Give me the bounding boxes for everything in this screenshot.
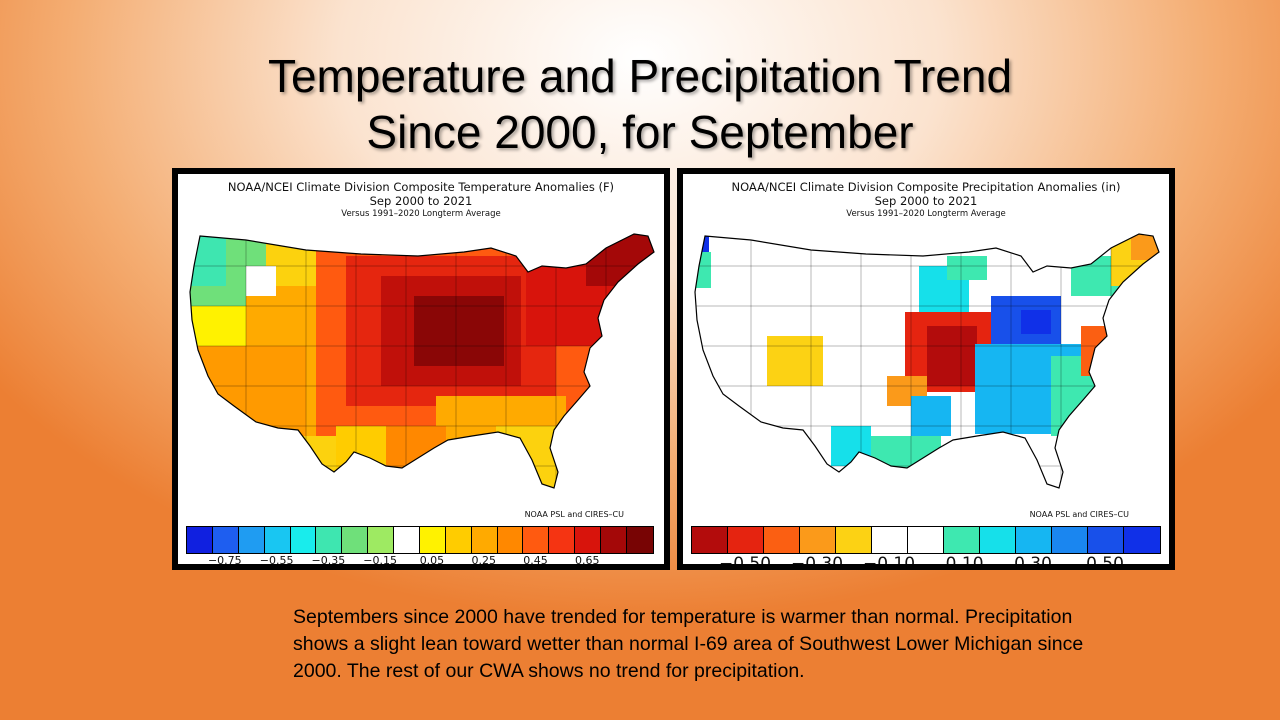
precipitation-colorbar-swatch — [1124, 527, 1160, 553]
temperature-colorbar-tick-label: −0.15 — [363, 554, 398, 566]
precipitation-anomaly-map — [694, 233, 1160, 489]
precipitation-map-baseline: Versus 1991–2020 Longterm Average — [846, 209, 1006, 219]
temperature-map-figure: NOAA/NCEI Climate Division Composite Tem… — [176, 172, 666, 566]
temperature-colorbar-tick-label: −0.75 — [207, 554, 242, 566]
temperature-colorbar-swatch — [575, 527, 601, 553]
temperature-colorbar-swatch — [601, 527, 627, 553]
slide-caption: Septembers since 2000 have trended for t… — [293, 606, 1084, 682]
precipitation-colorbar-tick-label: −0.10 — [862, 554, 916, 566]
temperature-colorbar-swatch — [187, 527, 213, 553]
precipitation-colorbar-swatch — [908, 527, 944, 553]
temperature-colorbar-swatch — [316, 527, 343, 553]
temperature-colorbar-swatch — [523, 527, 550, 553]
precipitation-colorbar-tick-label: 0.30 — [1014, 554, 1052, 566]
temperature-colorbar-swatch — [549, 527, 576, 553]
temperature-anomaly-map — [189, 233, 655, 489]
precipitation-colorbar-swatch — [872, 527, 908, 553]
temperature-colorbar-swatch — [419, 527, 446, 553]
precipitation-colorbar-ticks: −0.50 −0.30 −0.10 0.10 0.30 0.50 — [691, 554, 1159, 566]
precipitation-colorbar-swatch — [1052, 527, 1088, 553]
precipitation-colorbar-swatch — [764, 527, 800, 553]
precipitation-map-credit: NOAA PSL and CIRES–CU — [1029, 510, 1129, 519]
precipitation-colorbar — [691, 526, 1161, 554]
precipitation-colorbar-swatch — [836, 527, 872, 553]
temperature-colorbar-swatch — [497, 527, 524, 553]
precipitation-map-figure: NOAA/NCEI Climate Division Composite Pre… — [681, 172, 1171, 566]
temperature-colorbar-tick-label: 0.65 — [575, 554, 600, 566]
precipitation-colorbar-swatch — [800, 527, 836, 553]
precipitation-colorbar-tick-label: −0.50 — [718, 554, 772, 566]
precipitation-colorbar-swatch — [692, 527, 728, 553]
temperature-colorbar-tick-label: 0.25 — [471, 554, 496, 566]
temperature-colorbar-ticks: −0.75 −0.55 −0.35 −0.15 0.05 0.25 0.45 0.65 — [186, 554, 652, 566]
temperature-colorbar-swatch — [626, 527, 653, 553]
temperature-map-title: NOAA/NCEI Climate Division Composite Tem… — [227, 180, 615, 194]
precipitation-colorbar-swatch — [944, 527, 980, 553]
precipitation-map-period: Sep 2000 to 2021 — [874, 194, 978, 208]
temperature-colorbar-tick-label: 0.05 — [419, 554, 445, 566]
temperature-colorbar-swatch — [471, 527, 498, 553]
slide-title-line-1: Temperature and Precipitation Trend — [267, 50, 1013, 102]
temperature-map-period: Sep 2000 to 2021 — [369, 194, 473, 208]
temperature-map-baseline: Versus 1991–2020 Longterm Average — [341, 209, 501, 219]
temperature-colorbar-swatch — [212, 527, 239, 553]
temperature-colorbar — [186, 526, 654, 554]
precipitation-colorbar-swatch — [980, 527, 1016, 553]
temperature-colorbar-tick-label: −0.55 — [259, 554, 294, 566]
temperature-colorbar-swatch — [238, 527, 265, 553]
slide-title-line-2: Since 2000, for September — [366, 106, 914, 158]
slide-title: Temperature and Precipitation Trend Sinc… — [0, 48, 1280, 160]
precipitation-anomaly-panel: NOAA/NCEI Climate Division Composite Pre… — [677, 168, 1175, 570]
temperature-colorbar-swatch — [342, 527, 369, 553]
precipitation-colorbar-swatch — [1016, 527, 1052, 553]
temperature-anomaly-panel: NOAA/NCEI Climate Division Composite Tem… — [172, 168, 670, 570]
temperature-colorbar-swatch — [264, 527, 291, 553]
precipitation-colorbar-tick-label: −0.30 — [790, 554, 844, 566]
temperature-colorbar-tick-label: −0.35 — [311, 554, 346, 566]
precipitation-colorbar-tick-label: 0.10 — [945, 554, 984, 566]
precipitation-colorbar-swatch — [728, 527, 764, 553]
temperature-colorbar-swatch — [394, 527, 420, 553]
temperature-colorbar-swatch — [290, 527, 317, 553]
temperature-map-credit: NOAA PSL and CIRES–CU — [524, 510, 624, 519]
precipitation-map-title: NOAA/NCEI Climate Division Composite Pre… — [731, 180, 1121, 194]
precipitation-colorbar-swatch — [1088, 527, 1124, 553]
temperature-colorbar-swatch — [445, 527, 472, 553]
temperature-colorbar-tick-label: 0.45 — [523, 554, 548, 566]
temperature-colorbar-swatch — [368, 527, 394, 553]
precipitation-colorbar-tick-label: 0.50 — [1086, 554, 1124, 566]
